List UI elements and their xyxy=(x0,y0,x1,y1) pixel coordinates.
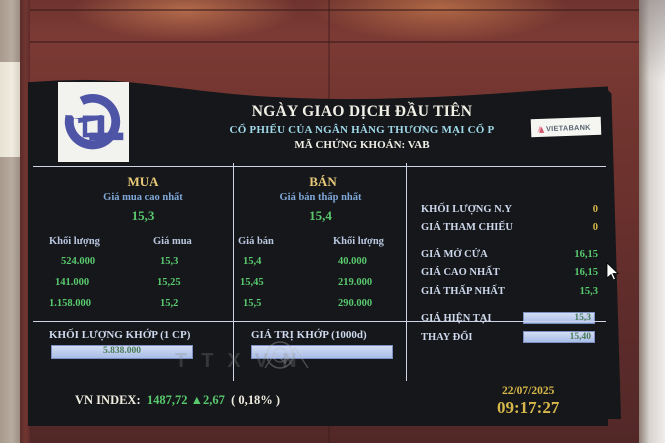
svg-text:VIETABANK: VIETABANK xyxy=(546,122,591,133)
